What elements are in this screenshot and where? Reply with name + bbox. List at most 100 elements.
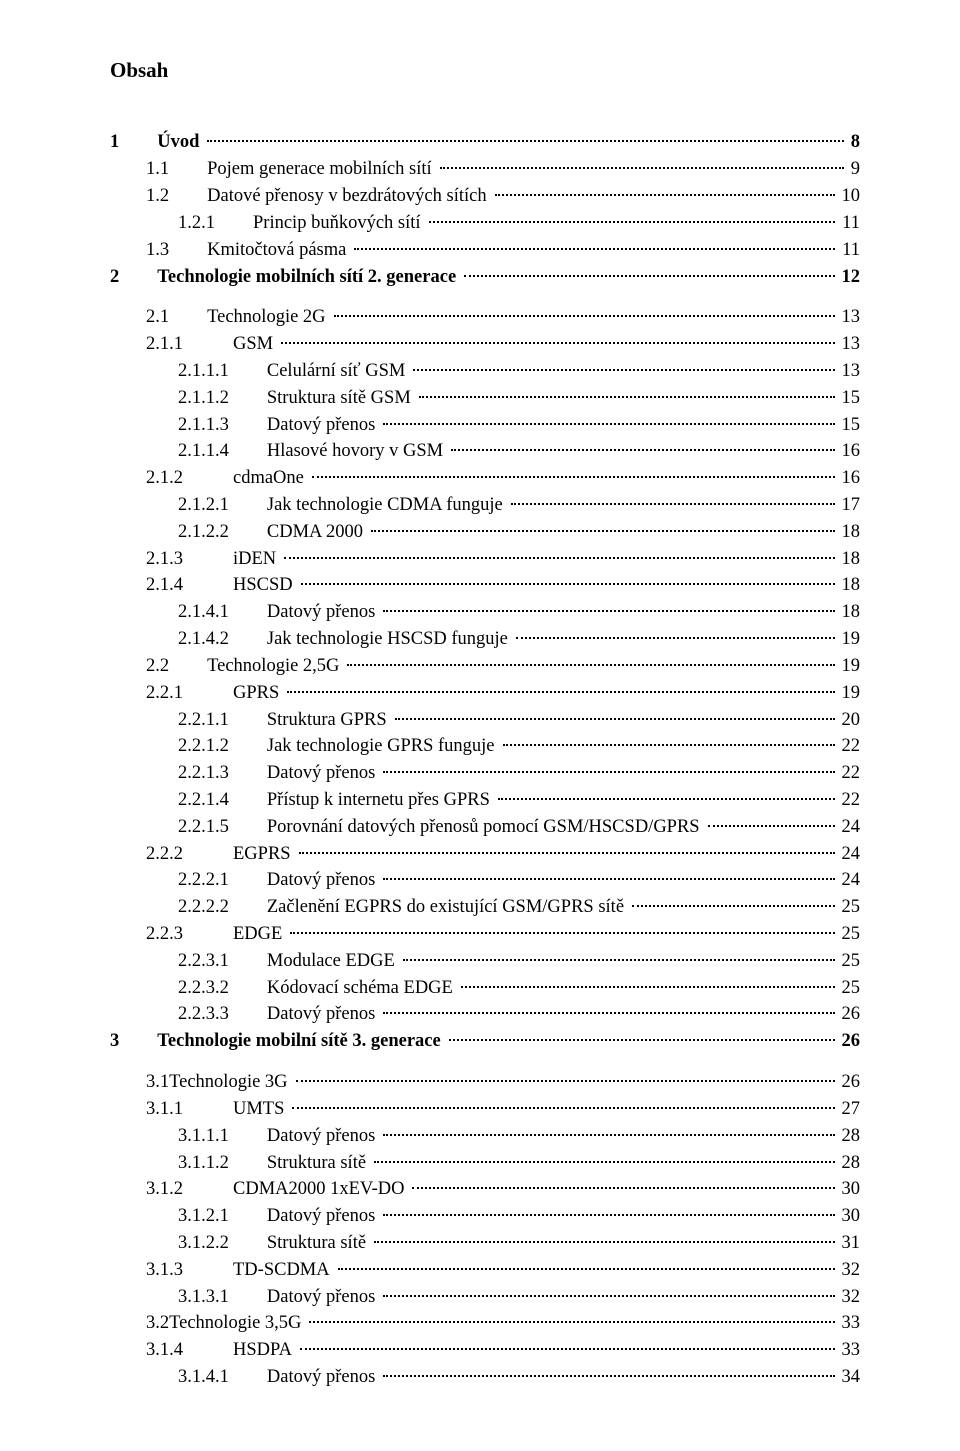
toc-entry-page: 25	[839, 975, 861, 1002]
toc-entry-number: 3.1.2.1	[178, 1203, 229, 1230]
toc-leader-dots	[412, 1187, 834, 1189]
toc-entry: 2.1.1GSM13	[110, 331, 860, 358]
toc-entry-label: GSM	[233, 331, 277, 358]
toc-leader-dots	[403, 959, 835, 961]
toc-entry: 2.1.1.1Celulární síť GSM13	[110, 358, 860, 385]
toc-entry: 3.1.3TD-SCDMA32	[110, 1257, 860, 1284]
toc-entry-label: HSDPA	[233, 1337, 296, 1364]
toc-entry-label: Datový přenos	[267, 1364, 379, 1391]
toc-leader-dots	[290, 932, 834, 934]
toc-entry: 2.2.1.1Struktura GPRS20	[110, 707, 860, 734]
toc-entry-page: 25	[839, 894, 861, 921]
toc-entry-number: 2.2.1.5	[178, 814, 229, 841]
toc-entry-label: Technologie mobilních sítí 2. generace	[157, 264, 460, 291]
toc-entry-page: 25	[839, 948, 861, 975]
toc-entry-label: Datový přenos	[267, 760, 379, 787]
toc-entry-number: 2.1.1.2	[178, 385, 229, 412]
toc-entry: 2.1.1.2Struktura sítě GSM15	[110, 385, 860, 412]
toc-leader-dots	[464, 275, 834, 277]
toc-entry-label: HSCSD	[233, 572, 297, 599]
toc-entry-label: Technologie 3,5G	[169, 1310, 305, 1337]
toc-entry-number: 2.1.2.2	[178, 519, 229, 546]
toc-entry-number: 3.1	[146, 1069, 169, 1096]
toc-entry-page: 32	[839, 1257, 861, 1284]
toc-entry-number: 1	[110, 129, 119, 156]
toc-entry-number: 3.2	[146, 1310, 169, 1337]
toc-entry-label: Celulární síť GSM	[267, 358, 409, 385]
toc-leader-dots	[429, 221, 836, 223]
toc-entry-number: 1.3	[146, 237, 169, 264]
toc-entry-number: 2.1.2	[146, 465, 183, 492]
toc-entry-number: 2.2.1	[146, 680, 183, 707]
toc-entry-number: 2.2.3.1	[178, 948, 229, 975]
toc-entry-page: 20	[839, 707, 861, 734]
toc-entry-number: 3.1.4.1	[178, 1364, 229, 1391]
toc-entry: 2.1.4.2Jak technologie HSCSD funguje19	[110, 626, 860, 653]
toc-leader-dots	[383, 771, 834, 773]
toc-entry-page: 19	[839, 653, 861, 680]
toc-entry-label: Porovnání datových přenosů pomocí GSM/HS…	[267, 814, 704, 841]
toc-entry: 3.2 Technologie 3,5G33	[110, 1310, 860, 1337]
toc-entry-label: Pojem generace mobilních sítí	[207, 156, 436, 183]
toc-entry: 2.1.1.3 Datový přenos 15	[110, 412, 860, 439]
toc-entry: 2.1Technologie 2G13	[110, 304, 860, 331]
toc-entry-number: 2.1.4.2	[178, 626, 229, 653]
toc-entry-label: cdmaOne	[233, 465, 308, 492]
toc-entry-page: 32	[839, 1284, 861, 1311]
toc-entry-page: 28	[839, 1150, 861, 1177]
toc-entry-label: EDGE	[233, 921, 286, 948]
toc-entry-number: 3.1.2	[146, 1176, 183, 1203]
toc-entry-label: Datový přenos	[267, 412, 379, 439]
toc-entry-number: 3.1.4	[146, 1337, 183, 1364]
toc-entry-page: 19	[839, 626, 861, 653]
toc-entry-number: 2.1.1.3	[178, 412, 229, 439]
toc-entry-number: 1.1	[146, 156, 169, 183]
toc-entry-label: Jak technologie GPRS funguje	[267, 733, 499, 760]
toc-entry-label: Datový přenos	[267, 1284, 379, 1311]
toc-entry-page: 15	[839, 412, 861, 439]
toc-leader-dots	[383, 610, 834, 612]
toc-entry-label: Technologie mobilní sítě 3. generace	[157, 1028, 444, 1055]
toc-entry-label: EGPRS	[233, 841, 295, 868]
toc-leader-dots	[312, 476, 835, 478]
toc-entry-label: Princip buňkových sítí	[253, 210, 425, 237]
toc-leader-dots	[383, 423, 834, 425]
toc-entry: 1.3Kmitočtová pásma11	[110, 237, 860, 264]
toc-entry-page: 26	[839, 1001, 861, 1028]
toc-entry-page: 22	[839, 787, 861, 814]
toc-entry-number: 2.2	[146, 653, 169, 680]
page-title: Obsah	[110, 55, 860, 85]
toc-entry: 2.2.1.2Jak technologie GPRS funguje22	[110, 733, 860, 760]
toc-entry: 2.1.2.1Jak technologie CDMA funguje17	[110, 492, 860, 519]
toc-entry-label: GPRS	[233, 680, 283, 707]
toc-entry-number: 3.1.3.1	[178, 1284, 229, 1311]
toc-entry-label: Kmitočtová pásma	[207, 237, 350, 264]
toc-entry: 2.1.1.4Hlasové hovory v GSM16	[110, 438, 860, 465]
toc-entry: 2.2.1GPRS19	[110, 680, 860, 707]
toc-entry-label: Technologie 2,5G	[207, 653, 343, 680]
toc-entry-page: 24	[839, 841, 861, 868]
toc-entry-page: 18	[839, 599, 861, 626]
page: Obsah 1Úvod81.1Pojem generace mobilních …	[0, 0, 960, 1451]
toc-entry: 3.1.1UMTS27	[110, 1096, 860, 1123]
toc-entry-number: 1.2	[146, 183, 169, 210]
toc-entry: 2Technologie mobilních sítí 2. generace1…	[110, 264, 860, 291]
toc-entry-page: 34	[839, 1364, 861, 1391]
toc-entry-page: 27	[839, 1096, 861, 1123]
toc-entry-page: 33	[839, 1337, 861, 1364]
toc-entry-number: 2.1.2.1	[178, 492, 229, 519]
toc-entry-label: CDMA 2000	[267, 519, 367, 546]
toc-entry: 2.1.2.2CDMA 200018	[110, 519, 860, 546]
toc-entry-number: 2.2.2	[146, 841, 183, 868]
toc-entry-number: 1.2.1	[178, 210, 215, 237]
toc-entry: 2.1.4HSCSD18	[110, 572, 860, 599]
toc-entry-label: Datový přenos	[267, 1001, 379, 1028]
toc-leader-dots	[296, 1080, 835, 1082]
toc-entry-page: 30	[839, 1176, 861, 1203]
toc-entry-page: 13	[839, 358, 861, 385]
toc-entry-page: 10	[839, 183, 861, 210]
toc-entry-page: 24	[839, 814, 861, 841]
toc-entry-number: 2.2.3.3	[178, 1001, 229, 1028]
toc-leader-dots	[301, 583, 835, 585]
toc-entry-number: 2.2.2.2	[178, 894, 229, 921]
